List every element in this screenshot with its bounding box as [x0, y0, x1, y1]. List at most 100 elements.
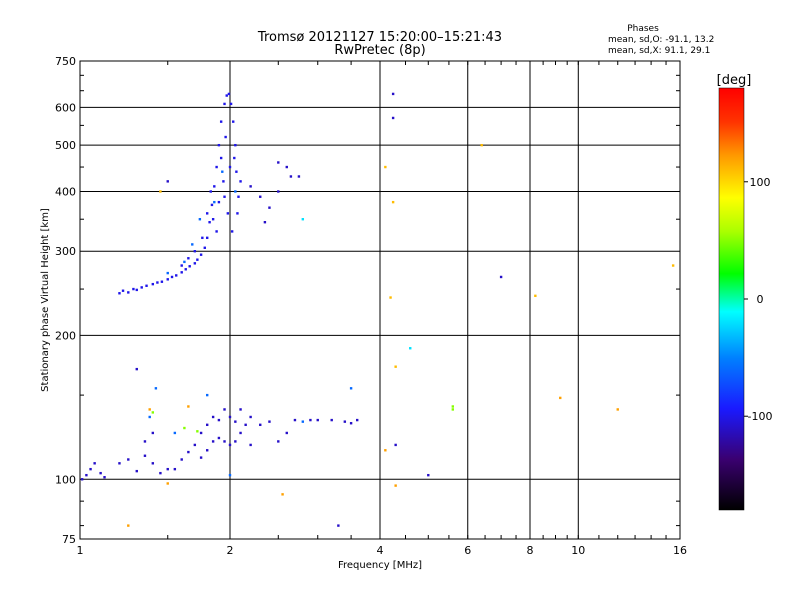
x-tick-label: 2 — [227, 544, 234, 557]
echo-point — [118, 462, 121, 465]
echo-point — [211, 415, 215, 419]
echo-point — [297, 175, 301, 178]
colorbar-tick-label: 100 — [750, 176, 771, 189]
echo-point — [187, 405, 190, 408]
echo-point — [175, 274, 178, 277]
echo-point — [349, 422, 353, 425]
echo-point — [268, 206, 271, 209]
echo-point — [451, 408, 455, 411]
echo-point — [219, 156, 223, 160]
echo-point — [330, 418, 333, 422]
echo-point — [80, 478, 84, 481]
echo-point — [671, 264, 675, 267]
echo-point — [301, 420, 305, 423]
echo-point — [199, 431, 203, 435]
echo-point — [215, 230, 218, 233]
echo-point — [187, 257, 190, 260]
echo-point — [191, 243, 194, 246]
echo-point — [159, 471, 162, 475]
echo-point — [213, 200, 216, 204]
echo-point — [227, 92, 231, 96]
echo-point — [183, 426, 186, 430]
echo-point — [205, 423, 209, 427]
echo-point — [121, 289, 125, 292]
echo-point — [135, 367, 138, 371]
echo-point — [154, 387, 158, 390]
echo-point — [337, 524, 340, 527]
echo-point — [193, 262, 197, 265]
echo-point — [229, 102, 233, 106]
echo-point — [215, 165, 218, 169]
echo-point — [187, 450, 190, 454]
echo-point — [389, 296, 392, 299]
x-tick-label: 8 — [527, 544, 534, 557]
echo-point — [210, 203, 214, 207]
echo-point — [234, 190, 237, 193]
data-points — [80, 92, 675, 527]
echo-point — [228, 165, 232, 169]
echo-point — [263, 221, 267, 224]
echo-point — [394, 443, 397, 447]
y-axis-ticks: 75 100 200 300 400 500 600 750 — [55, 55, 680, 546]
echo-point — [196, 430, 199, 433]
echo-point — [285, 431, 288, 435]
y-tick-label: 200 — [55, 329, 76, 342]
echo-point — [184, 268, 187, 271]
echo-point — [226, 212, 230, 215]
echo-point — [205, 212, 209, 215]
echo-point — [480, 143, 483, 147]
echo-point — [151, 462, 155, 465]
echo-point — [384, 449, 387, 452]
echo-point — [148, 408, 151, 411]
y-axis-label: Stationary phase Virtual Height [km] — [40, 208, 51, 392]
echo-point — [173, 467, 177, 471]
echo-point — [309, 418, 312, 422]
echo-point — [223, 440, 226, 443]
echo-point — [166, 180, 169, 183]
x-tick-label: 6 — [464, 544, 471, 557]
echo-point — [289, 175, 293, 178]
echo-point — [199, 253, 203, 256]
phase-info-x: mean, sd,X: 91.1, 29.1 — [608, 46, 710, 56]
echo-point — [616, 408, 619, 411]
echo-point — [140, 286, 143, 289]
echo-point — [277, 190, 280, 193]
echo-point — [277, 440, 280, 443]
echo-point — [316, 418, 319, 422]
echo-point — [427, 473, 430, 477]
echo-point — [234, 143, 237, 147]
echo-point — [394, 484, 397, 487]
echo-point — [219, 120, 223, 123]
x-tick-label: 10 — [571, 544, 585, 557]
echo-point — [232, 120, 235, 123]
colorbar-tick-label: 0 — [757, 293, 764, 306]
echo-point — [143, 454, 147, 457]
colorbar-ticks: 100 0 -100 — [744, 176, 772, 423]
x-axis-ticks: 1 2 4 6 8 10 16 — [77, 61, 687, 557]
echo-point — [409, 347, 412, 350]
echo-point — [239, 408, 242, 411]
echo-point — [127, 291, 130, 294]
echo-point — [293, 418, 297, 422]
echo-point — [244, 423, 247, 427]
echo-point — [188, 265, 191, 268]
echo-point — [228, 443, 232, 447]
echo-point — [209, 190, 212, 193]
echo-point — [199, 456, 203, 459]
x-tick-label: 4 — [377, 544, 384, 557]
echo-point — [249, 185, 252, 188]
echo-point — [148, 415, 151, 419]
y-tick-label: 600 — [55, 101, 76, 114]
echo-point — [135, 469, 138, 473]
echo-point — [159, 190, 162, 193]
echo-point — [127, 458, 130, 461]
echo-point — [230, 230, 234, 233]
echo-point — [132, 287, 135, 291]
echo-point — [234, 420, 237, 423]
phase-info-o: mean, sd,O: -91.1, 13.2 — [608, 35, 714, 45]
echo-point — [217, 436, 221, 440]
echo-point — [180, 264, 183, 267]
echo-point — [145, 284, 148, 287]
echo-point — [135, 288, 138, 292]
echo-point — [151, 431, 155, 435]
